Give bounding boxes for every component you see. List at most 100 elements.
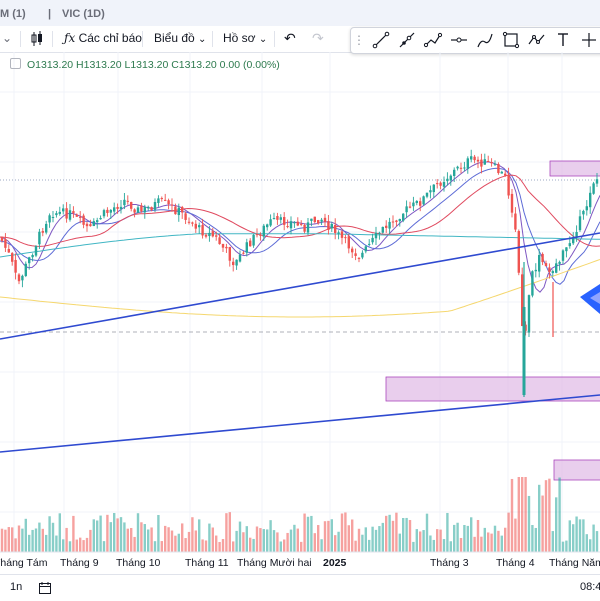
candle-body [259, 234, 262, 236]
volume-bar [252, 538, 255, 552]
support-zone-lower[interactable] [385, 376, 600, 402]
candle-body [235, 259, 238, 266]
tab-watchlist[interactable]: M (1) [0, 8, 26, 20]
volume-bar [289, 529, 293, 552]
candle-body [453, 169, 456, 176]
volume-bar [524, 477, 527, 552]
drag-handle-icon[interactable]: ⋮ [353, 33, 365, 47]
redo-icon[interactable]: ↷ [312, 30, 324, 46]
candle-body [531, 271, 534, 296]
candle-body [245, 242, 248, 253]
ray-icon[interactable] [397, 30, 417, 50]
candle-body [327, 221, 330, 230]
volume-bar [561, 541, 565, 552]
volume-bar [544, 480, 548, 552]
candle-body [504, 173, 507, 176]
candle-body [334, 225, 337, 234]
candle-body [296, 221, 299, 226]
resistance-zone-upper[interactable] [549, 160, 600, 177]
trendline-lower[interactable] [0, 394, 600, 453]
path-icon[interactable] [423, 30, 443, 50]
chart-type-button[interactable]: Biểu đồ ⌄ [154, 26, 206, 52]
volume-bar [327, 520, 330, 552]
candle-body [330, 223, 333, 229]
volume-bar [493, 525, 497, 552]
candle-body [483, 159, 486, 165]
rectangle-icon[interactable] [501, 30, 521, 50]
candle-body [456, 166, 459, 169]
indicators-button[interactable]: ƒx Các chỉ báo [64, 26, 142, 52]
candle-body [412, 202, 415, 207]
volume-bar [306, 516, 310, 552]
tab-vic[interactable]: VIC (1D) [62, 8, 105, 20]
candle-body [293, 222, 296, 224]
candle-body [313, 216, 316, 223]
candle-body [109, 209, 112, 213]
profile-button[interactable]: Hồ sơ ⌄ [223, 26, 267, 52]
interval-button[interactable]: 1n [10, 581, 23, 593]
candle-style-button[interactable] [30, 26, 44, 52]
candle-body [147, 206, 150, 209]
volume-bar [572, 524, 575, 552]
candle-body [585, 206, 588, 211]
volume-bar [126, 528, 129, 552]
candle-body [351, 248, 354, 253]
candle-body [174, 206, 177, 215]
volume-bar [595, 531, 599, 552]
candle-body [408, 206, 412, 208]
candle-body [449, 175, 452, 181]
volume-bar [113, 512, 116, 552]
trendline-upper[interactable] [0, 232, 600, 340]
volume-bar [58, 513, 61, 552]
volume-bar [436, 529, 439, 552]
candle-body [194, 223, 197, 229]
volume-bar [177, 533, 180, 552]
candle-body [487, 161, 490, 163]
volume-bar [55, 535, 58, 552]
candle-body [255, 234, 259, 236]
candle-body [272, 218, 276, 220]
volume-bar [147, 529, 150, 552]
candle-body [34, 246, 38, 256]
candle-body [225, 246, 228, 249]
candle-body [160, 198, 163, 200]
tab-bar: M (1) | VIC (1D) [0, 0, 600, 27]
volume-bar [558, 477, 561, 552]
price-chart[interactable]: Tháng Tám Tháng 9 Tháng 10 Tháng 11 Thán… [0, 52, 600, 574]
volume-bar [293, 524, 296, 552]
volume-zone[interactable] [553, 459, 600, 481]
candle-body [527, 295, 531, 333]
candle-body [204, 234, 208, 237]
text-icon[interactable] [553, 30, 573, 50]
volume-bar [582, 519, 585, 552]
volume-bar [130, 527, 133, 552]
candle-body [136, 207, 140, 213]
horizontal-line-icon[interactable] [449, 30, 469, 50]
crosshair-icon[interactable] [579, 30, 599, 50]
volume-bar [160, 541, 163, 552]
volume-bar [368, 539, 371, 552]
brush-icon[interactable] [475, 30, 495, 50]
chevron-down-icon[interactable]: ⌄ [2, 31, 13, 45]
candle-body [510, 193, 514, 213]
volume-bar [4, 529, 7, 552]
candle-body [79, 216, 82, 218]
trend-line-icon[interactable] [371, 30, 391, 50]
candles-icon [31, 31, 42, 46]
ma-long-line [0, 174, 600, 247]
calendar-icon[interactable] [38, 581, 52, 595]
indicators-label: Các chỉ báo [78, 31, 142, 45]
volume-bar [541, 495, 544, 552]
candle-body [517, 231, 520, 273]
volume-bar [364, 527, 367, 552]
legend-toggle-icon[interactable] [10, 58, 21, 69]
zigzag-pattern-icon[interactable] [527, 30, 547, 50]
volume-bar [470, 517, 473, 552]
volume-bar [65, 527, 68, 552]
time-axis: Tháng Tám Tháng 9 Tháng 10 Tháng 11 Thán… [0, 557, 600, 569]
candle-body [432, 184, 435, 193]
arrow-marker[interactable] [580, 284, 600, 314]
clock-time: 08:4 [580, 581, 600, 593]
volume-bar [150, 527, 153, 552]
undo-icon[interactable]: ↶ [284, 30, 296, 46]
